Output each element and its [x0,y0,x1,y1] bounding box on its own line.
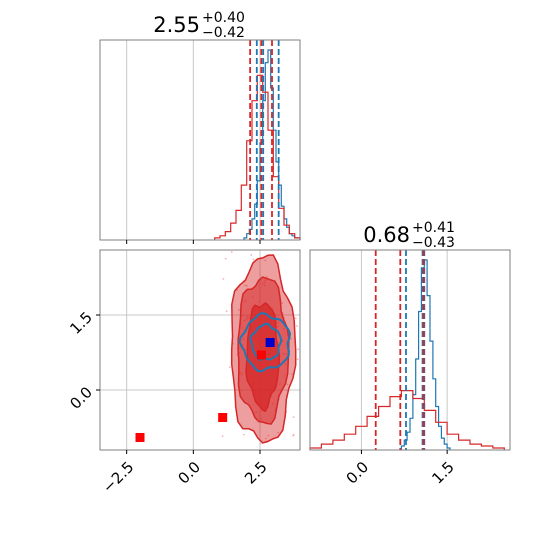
sample-point [289,337,292,340]
contours [230,254,297,444]
gridlines [360,250,448,450]
sample-point [264,437,267,440]
histogram-red [309,390,505,450]
joint-scatter: −2.5 0.0 2.5 0.0 1.5 [66,249,301,497]
marker [256,350,266,360]
histogram-series [309,259,505,450]
sample-point [297,348,300,351]
sample-point [292,433,295,436]
sample-point [224,257,227,260]
sample-point [259,442,262,445]
quantile-lines [374,250,426,450]
markers [135,338,275,442]
sample-point [238,309,240,311]
sample-point [242,433,245,436]
sample-point [281,302,284,305]
marker [218,413,228,422]
contour-blue [238,311,292,373]
y-tick-label: 0.0 [66,383,96,413]
x-tick-label: 0.0 [343,458,373,488]
sample-point [296,324,298,327]
x-tick-label: −2.5 [99,458,137,496]
marker [265,338,275,347]
sample-point [296,358,299,361]
sample-point [225,310,228,313]
sample-point [222,278,225,280]
sample-point [290,373,293,376]
marginal-histogram-x: 2.55 +0.40 −0.42 [99,10,301,244]
sample-point [252,258,255,261]
gridlines [126,40,261,240]
sample-point [245,284,248,287]
title-value: 2.55 [153,13,200,37]
marker [135,433,145,442]
sample-point [294,317,297,320]
sample-point [244,284,247,287]
sample-point [267,434,270,437]
x-tick-label: 1.5 [428,458,458,488]
histogram-blue [400,259,451,450]
sample-point [277,431,280,434]
title-upper-error: +0.41 [412,220,455,236]
sample-point [286,383,289,386]
sample-point [221,435,224,438]
title-lower-error: −0.42 [202,25,245,41]
title-upper-error: +0.40 [202,10,245,26]
quantile-lines [249,40,280,240]
axes-frame [99,249,301,451]
marginal-histogram-y: 0.0 1.5 0.68 +0.41 −0.43 [309,220,511,488]
sample-point [250,254,253,256]
sample-point [228,366,231,368]
title-lower-error: −0.43 [412,235,455,251]
x-tick-label: 2.5 [241,458,271,488]
x-ticks: 0.0 1.5 [343,450,458,488]
y-tick-label: 1.5 [66,308,96,338]
x-ticks [126,240,261,244]
axes-frame [99,39,301,241]
title-value: 0.68 [363,223,410,247]
axes-frame [309,249,511,451]
sample-point [292,416,295,419]
sample-point [264,259,267,262]
contour-blue [249,322,283,361]
sample-point [265,276,268,278]
sample-point [230,250,233,253]
x-tick-label: 0.0 [174,458,204,488]
